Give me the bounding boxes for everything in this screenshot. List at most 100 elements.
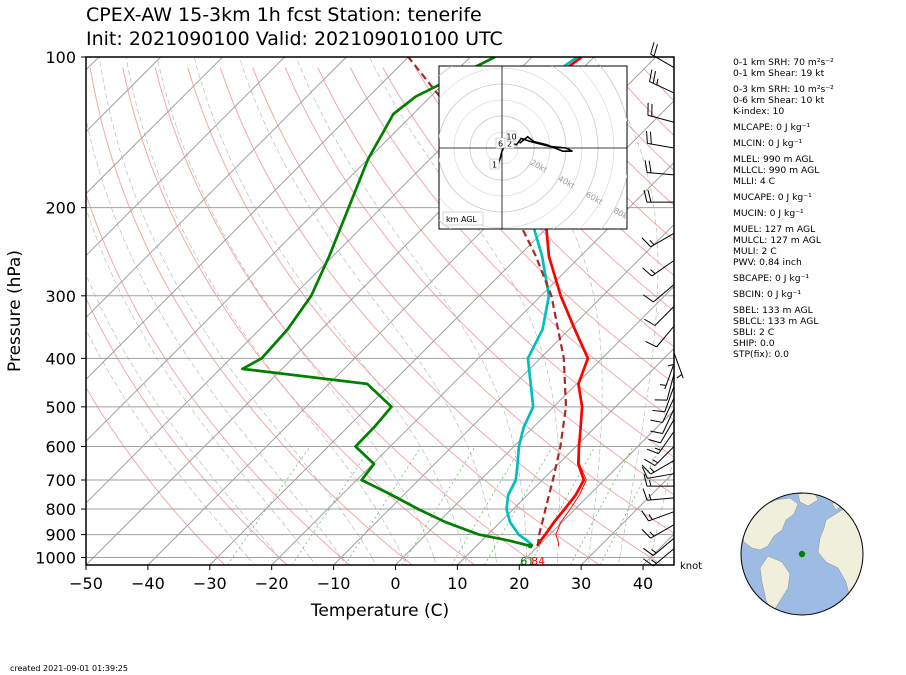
index-line: MLCAPE: 0 J kg⁻¹: [733, 122, 811, 133]
wind-barb: [641, 232, 675, 248]
wind-barb: [643, 473, 674, 487]
dry-adiabat: [284, 67, 674, 496]
y-tick-label: 900: [45, 526, 76, 545]
index-line: MLEL: 990 m AGL: [733, 154, 814, 165]
wind-barb: [644, 160, 675, 176]
y-tick-label: 600: [45, 437, 76, 456]
hodograph-legend-box: [442, 211, 484, 226]
y-axis-label: Pressure (hPa): [5, 250, 25, 372]
dry-adiabat: [122, 67, 475, 565]
moist-adiabat: [495, 557, 498, 565]
wind-barb-staff: [662, 408, 675, 434]
mixing-ratio-line: [227, 448, 310, 565]
index-line: SHIP: 0.0: [733, 338, 775, 349]
wind-barb-staff: [660, 419, 675, 444]
mixing-ratio-line: [484, 448, 552, 565]
wind-barb-staff: [664, 386, 675, 412]
wind-barb-flag: [646, 448, 659, 455]
isotherm: [86, 57, 409, 381]
wind-barb: [641, 524, 675, 539]
hodograph-height-label: 6: [498, 140, 503, 149]
wind-barb-staff: [647, 497, 675, 501]
y-tick-label: 700: [45, 471, 76, 490]
x-tick-label: 10: [447, 574, 467, 593]
isotherm: [86, 57, 347, 319]
wind-barb-flag: [641, 510, 650, 522]
moist-adiabat: [433, 557, 437, 565]
index-line: SBLI: 2 C: [733, 327, 775, 338]
wind-barb: [646, 130, 675, 149]
mixing-ratio-line: [570, 448, 633, 565]
wind-barb-staff: [666, 373, 675, 401]
moist-adiabat: [464, 557, 467, 565]
moist-adiabat: [587, 557, 589, 565]
wind-barb-staff: [648, 511, 675, 522]
wind-barb-half-flag: [649, 239, 655, 246]
dry-adiabat: [414, 67, 674, 348]
wind-barb-staff: [658, 431, 675, 454]
moist-adiabat: [402, 557, 407, 565]
dry-adiabat: [252, 67, 674, 534]
dry-adiabat: [479, 67, 674, 277]
wind-barb-flag: [641, 466, 648, 479]
hodograph-height-label: 1: [492, 161, 497, 170]
wind-barb-half-flag: [651, 559, 657, 564]
index-line: MUEL: 127 m AGL: [733, 224, 816, 235]
wind-barb: [645, 325, 675, 348]
wind-barb-half-flag: [676, 374, 683, 379]
dry-adiabat: [86, 192, 351, 565]
wind-barb-flag: [644, 318, 656, 326]
wind-barb-flag: [641, 237, 651, 248]
moist-adiabat: [238, 57, 497, 558]
wind-barb: [646, 431, 675, 455]
wind-barb-staff: [647, 114, 675, 123]
wind-barb-flag: [643, 190, 648, 203]
wind-barb-flag: [649, 131, 652, 145]
wind-barb-staff: [649, 81, 675, 94]
globe-outline: [740, 492, 864, 616]
wind-barb-staff: [650, 524, 675, 539]
wind-barb-half-flag: [649, 479, 652, 487]
wind-barb-staff: [673, 352, 684, 379]
index-line: MLLI: 4 C: [733, 176, 776, 187]
wind-barb-flag: [642, 267, 653, 277]
plot-area: [86, 57, 674, 565]
moist-adiabat: [617, 557, 620, 565]
wind-barb: [642, 488, 675, 501]
wind-barb-flag: [643, 473, 648, 487]
y-tick-label: 500: [45, 398, 76, 417]
x-tick-label: 40: [633, 574, 653, 593]
surface-dewpoint-marker: [527, 543, 533, 549]
mixing-ratio-line: [451, 448, 521, 565]
wind-barb-half-flag: [656, 78, 659, 86]
wind-barb: [673, 352, 684, 379]
x-tick-label: 20: [509, 574, 529, 593]
created-timestamp: created 2021-09-01 01:39:25: [10, 664, 128, 673]
plot-frame: [85, 56, 675, 566]
dry-adiabat: [317, 67, 674, 458]
wind-barb-flag: [649, 69, 653, 82]
globe-body: [741, 493, 863, 615]
wind-barb-staff: [651, 260, 675, 277]
greenland-land: [797, 493, 819, 507]
x-tick-label: −10: [317, 574, 351, 593]
wind-barb-half-flag: [648, 514, 653, 520]
index-line: 0-1 km Shear: 19 kt: [733, 68, 825, 79]
wind-barb-half-flag: [651, 548, 657, 554]
wind-barb-staff: [652, 548, 675, 567]
wind-barb-flag: [648, 160, 652, 173]
wind-unit-label: knot: [680, 561, 702, 572]
y-tick-label: 1000: [35, 549, 76, 568]
wind-barb: [648, 419, 675, 444]
x-tick-label: −30: [193, 574, 227, 593]
wind-barb-staff: [647, 172, 675, 176]
wind-barb-flag: [650, 430, 663, 434]
wind-barb-staff: [662, 397, 675, 423]
wind-barb-staff: [664, 363, 675, 390]
station-globe-map: [740, 492, 864, 616]
surface-temperature-label: 84: [531, 555, 545, 568]
index-line: MULI: 2 C: [733, 246, 777, 257]
wind-barb-flag: [642, 488, 648, 501]
